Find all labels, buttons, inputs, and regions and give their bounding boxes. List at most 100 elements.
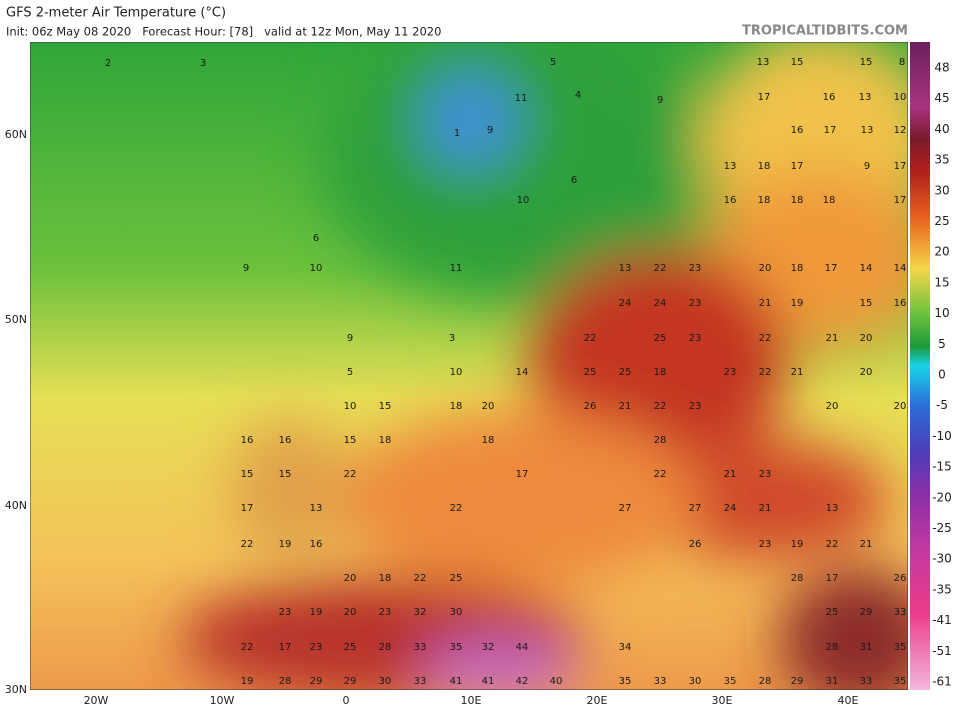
temperature-label: 29 (860, 607, 873, 618)
temperature-label: 23 (689, 401, 702, 412)
temperature-label: 27 (619, 503, 632, 514)
temperature-label: 35 (894, 676, 907, 687)
temperature-label: 19 (279, 539, 292, 550)
temperature-label: 42 (516, 676, 529, 687)
temperature-label: 10 (450, 367, 463, 378)
temperature-label: 32 (414, 607, 427, 618)
colorbar-label: -41 (932, 613, 952, 627)
lat-label: 50N (5, 313, 27, 326)
temperature-label: 14 (894, 263, 907, 274)
temperature-label: 20 (759, 263, 772, 274)
temperature-label: 17 (791, 161, 804, 172)
lat-label: 40N (5, 499, 27, 512)
temperature-label: 25 (450, 573, 463, 584)
temperature-label: 26 (584, 401, 597, 412)
temperature-label: 9 (347, 333, 353, 344)
temperature-label: 21 (759, 298, 772, 309)
temperature-label: 18 (450, 401, 463, 412)
temperature-label: 9 (657, 95, 663, 106)
temperature-label: 16 (241, 435, 254, 446)
temperature-label: 22 (584, 333, 597, 344)
temperature-label: 13 (619, 263, 632, 274)
temperature-label: 28 (759, 676, 772, 687)
temperature-label: 15 (379, 401, 392, 412)
temperature-label: 17 (516, 469, 529, 480)
temperature-label: 26 (894, 573, 907, 584)
temperature-label: 23 (689, 298, 702, 309)
map-field (30, 42, 908, 690)
temperature-label: 20 (482, 401, 495, 412)
temperature-label: 31 (826, 676, 839, 687)
temperature-label: 18 (379, 435, 392, 446)
colorbar-label: -61 (932, 675, 952, 689)
temperature-label: 22 (654, 401, 667, 412)
temperature-label: 13 (826, 503, 839, 514)
colorbar-label: -25 (932, 521, 952, 535)
temperature-label: 10 (517, 195, 530, 206)
temperature-label: 24 (654, 298, 667, 309)
temperature-label: 29 (344, 676, 357, 687)
temperature-label: 21 (826, 333, 839, 344)
colorbar-label: 10 (934, 306, 949, 320)
temperature-label: 40 (550, 676, 563, 687)
temperature-label: 3 (200, 58, 206, 69)
temperature-label: 28 (379, 642, 392, 653)
temperature-label: 19 (791, 298, 804, 309)
temperature-label: 21 (791, 367, 804, 378)
temperature-label: 10 (310, 263, 323, 274)
lat-label: 60N (5, 128, 27, 141)
temperature-label: 23 (279, 607, 292, 618)
temperature-label: 17 (279, 642, 292, 653)
temperature-label: 30 (450, 607, 463, 618)
temperature-label: 41 (482, 676, 495, 687)
temperature-label: 12 (894, 125, 907, 136)
temperature-label: 13 (310, 503, 323, 514)
temperature-label: 28 (791, 573, 804, 584)
temperature-label: 31 (860, 642, 873, 653)
colorbar (910, 42, 930, 690)
temperature-label: 5 (550, 57, 556, 68)
source: TROPICALTIDBITS.COM (742, 24, 908, 39)
temperature-label: 20 (860, 333, 873, 344)
temperature-label: 5 (347, 367, 353, 378)
temperature-label: 18 (654, 367, 667, 378)
temperature-label: 17 (241, 503, 254, 514)
temperature-label: 33 (894, 607, 907, 618)
temperature-label: 15 (791, 57, 804, 68)
temperature-label: 26 (689, 539, 702, 550)
colorbar-label: -35 (932, 582, 952, 596)
temperature-label: 20 (894, 401, 907, 412)
temperature-label: 18 (758, 195, 771, 206)
temperature-label: 17 (826, 573, 839, 584)
temperature-label: 18 (758, 161, 771, 172)
temperature-label: 21 (759, 503, 772, 514)
temperature-label: 23 (689, 263, 702, 274)
temperature-label: 20 (344, 573, 357, 584)
temperature-label: 28 (826, 642, 839, 653)
temperature-label: 15 (241, 469, 254, 480)
temperature-label: 15 (344, 435, 357, 446)
temperature-label: 15 (860, 57, 873, 68)
colorbar-label: -51 (932, 644, 952, 658)
temperature-label: 22 (826, 539, 839, 550)
temperature-label: 4 (575, 90, 581, 101)
temperature-label: 11 (515, 93, 528, 104)
temperature-label: 28 (654, 435, 667, 446)
temperature-label: 22 (450, 503, 463, 514)
colorbar-label: 20 (934, 245, 949, 259)
temperature-label: 10 (894, 92, 907, 103)
temperature-label: 44 (516, 642, 529, 653)
temperature-label: 9 (864, 161, 870, 172)
temperature-label: 41 (450, 676, 463, 687)
lon-label: 20E (587, 694, 608, 707)
colorbar-label: -15 (932, 460, 952, 474)
temperature-label: 33 (654, 676, 667, 687)
temperature-label: 13 (859, 92, 872, 103)
temperature-label: 19 (310, 607, 323, 618)
temperature-label: 13 (757, 57, 770, 68)
temperature-label: 35 (894, 642, 907, 653)
temperature-label: 25 (619, 367, 632, 378)
temperature-label: 23 (724, 367, 737, 378)
temperature-label: 35 (450, 642, 463, 653)
temperature-label: 33 (414, 676, 427, 687)
